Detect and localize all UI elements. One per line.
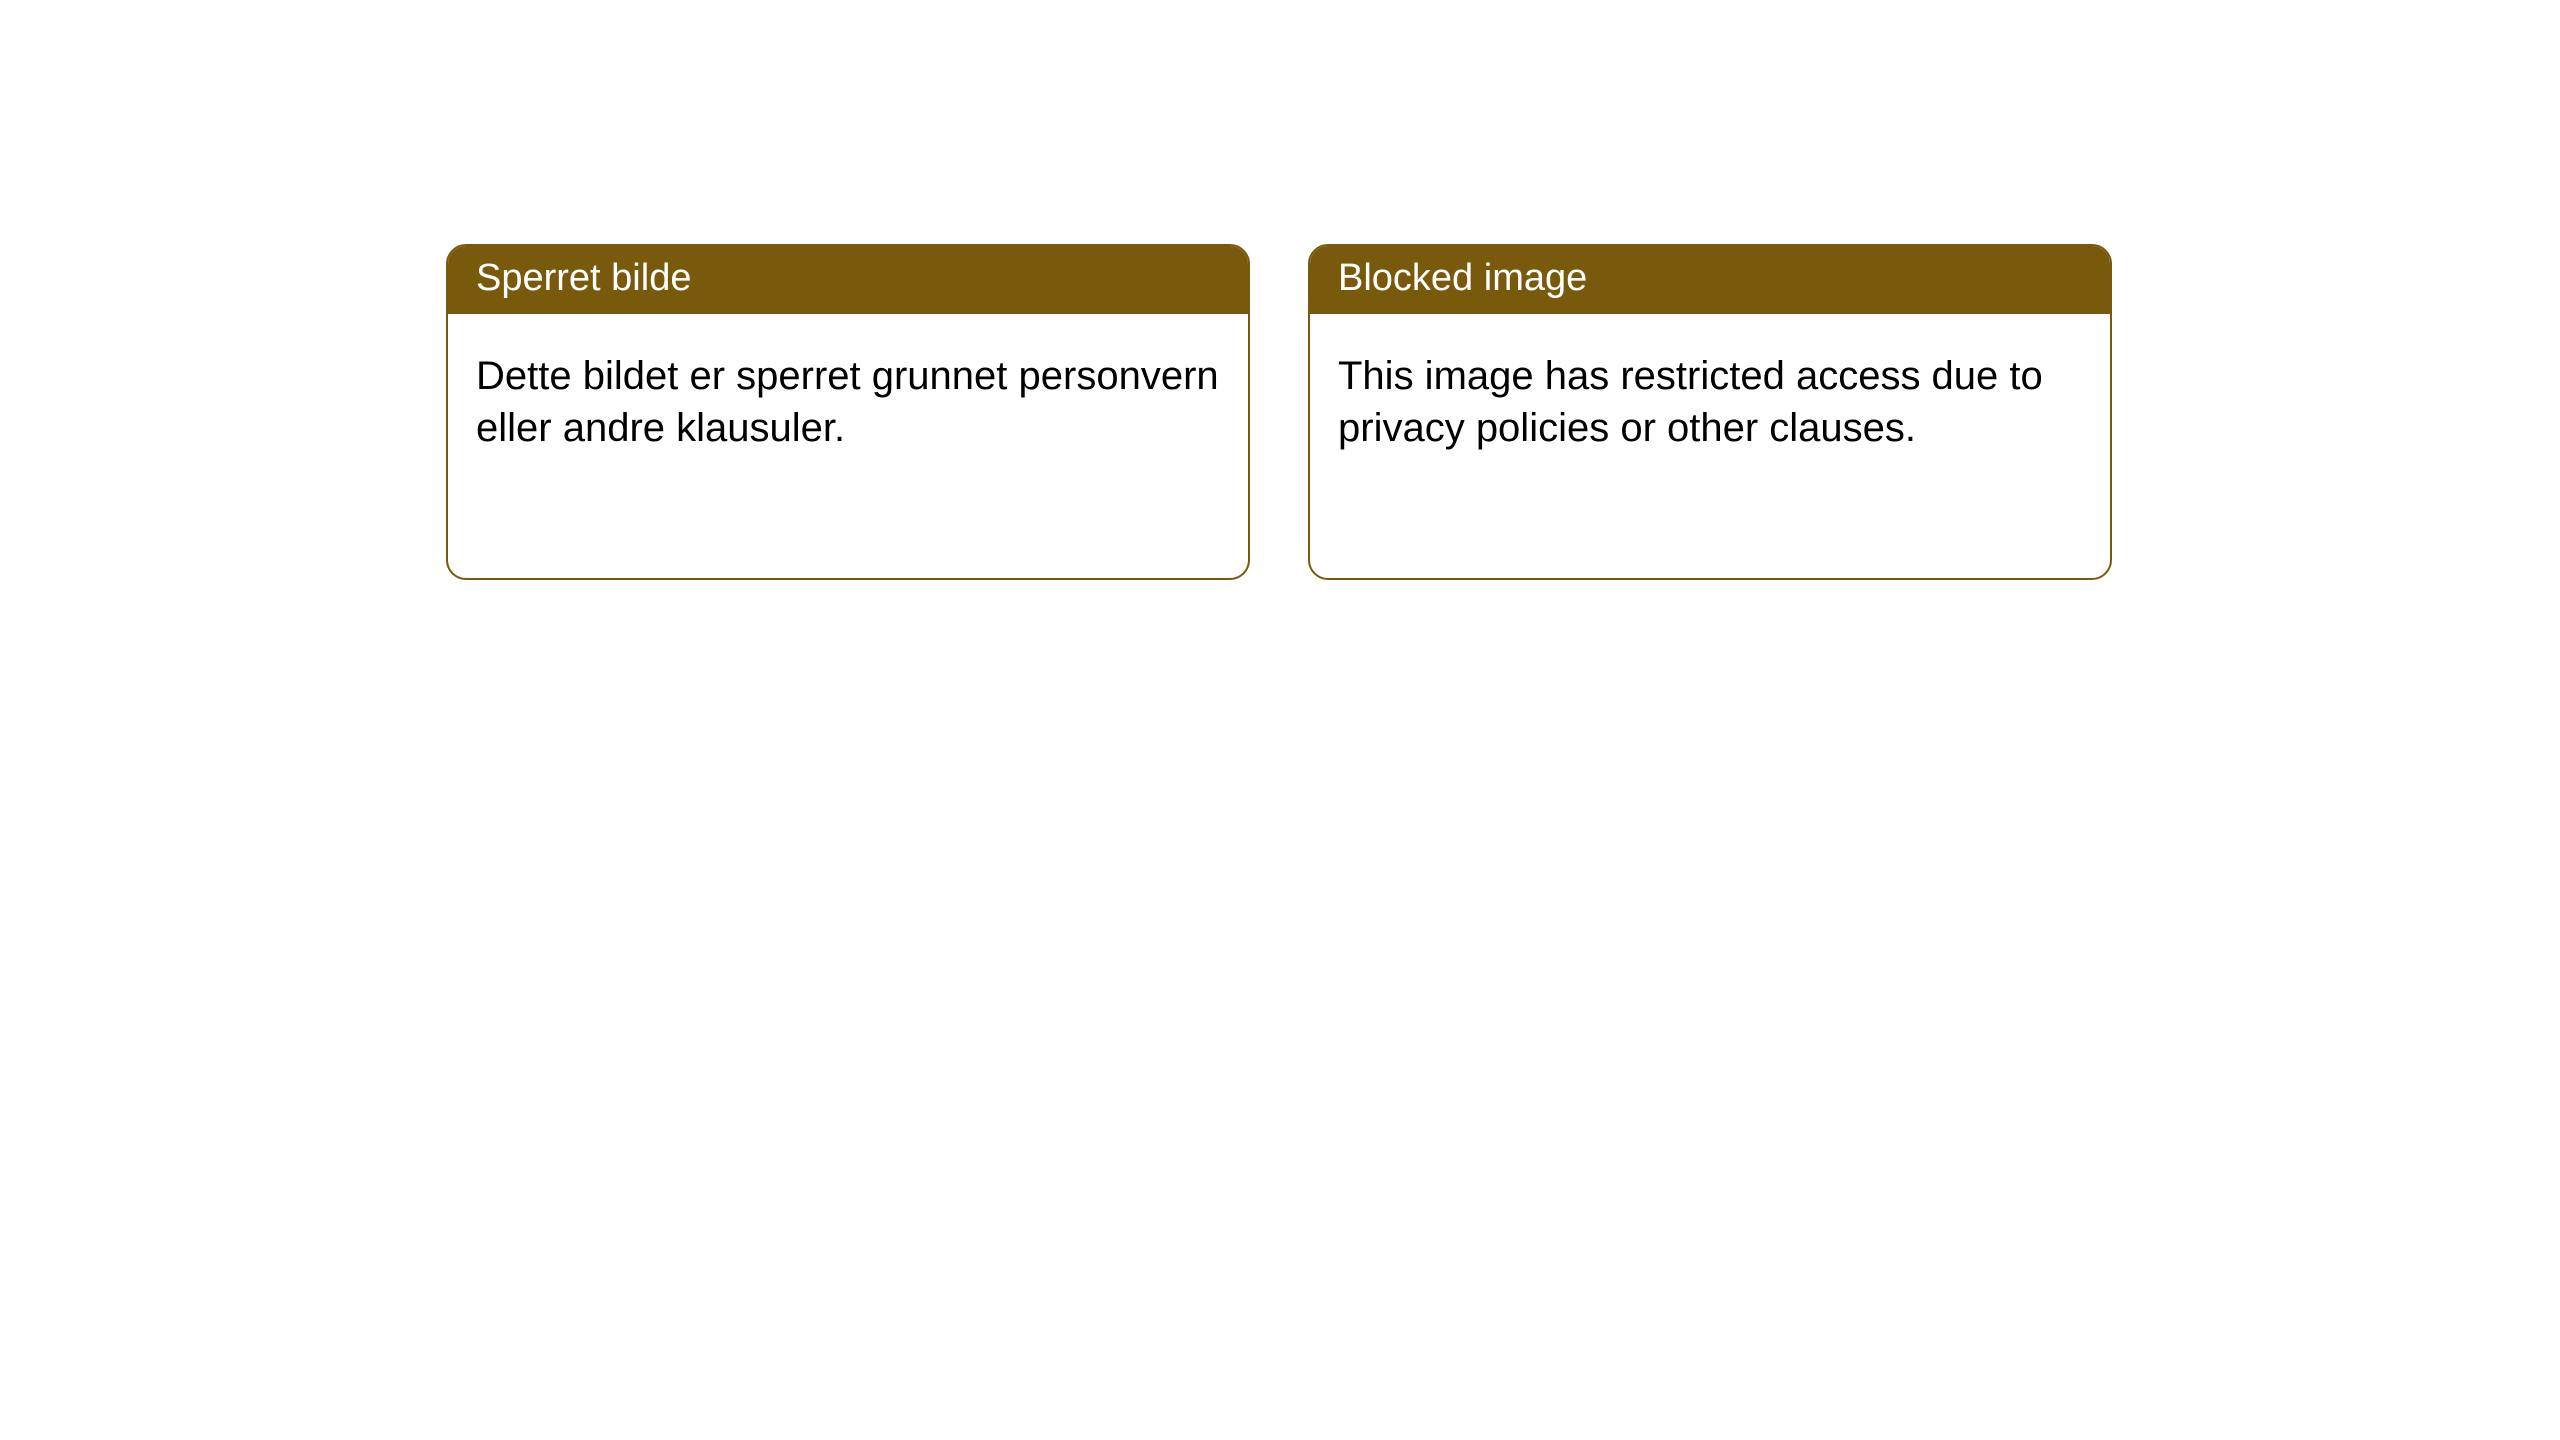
notice-header: Blocked image [1310,246,2110,314]
notice-body: This image has restricted access due to … [1310,314,2110,482]
notice-header: Sperret bilde [448,246,1248,314]
notice-body: Dette bildet er sperret grunnet personve… [448,314,1248,482]
notice-card-english: Blocked image This image has restricted … [1308,244,2112,580]
notice-card-norwegian: Sperret bilde Dette bildet er sperret gr… [446,244,1250,580]
notice-container: Sperret bilde Dette bildet er sperret gr… [0,0,2560,580]
